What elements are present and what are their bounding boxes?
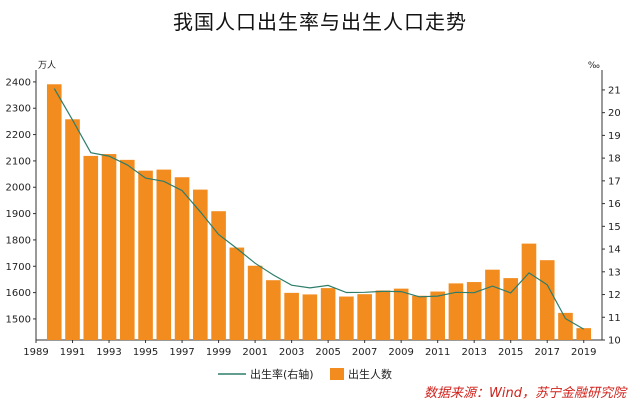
x-tick-label: 1995	[133, 347, 158, 358]
bar-births	[138, 170, 153, 340]
bar-births	[247, 265, 263, 340]
bar-births	[357, 294, 372, 340]
bar-births	[503, 278, 519, 340]
legend-label-births: 出生人数	[348, 367, 392, 381]
y-right-tick-label: 19	[608, 131, 621, 142]
bar-births	[448, 283, 464, 340]
y-left-tick-label: 2400	[6, 77, 31, 88]
y-right-tick-label: 11	[608, 313, 621, 324]
y-right-tick-label: 15	[608, 222, 621, 233]
legend-bar-swatch	[330, 368, 344, 380]
bar-births	[430, 291, 445, 340]
x-tick-label: 1993	[96, 347, 121, 358]
y-left-tick-label: 1700	[6, 262, 31, 273]
y-left-tick-label: 2200	[6, 130, 31, 141]
bar-births	[193, 189, 208, 340]
x-tick-label: 2013	[461, 347, 486, 358]
bar-births	[46, 84, 62, 340]
y-left-tick-label: 2300	[6, 104, 31, 115]
bar-births	[558, 312, 573, 340]
y-left-tick-label: 2100	[6, 156, 31, 167]
line-birth-rate	[53, 88, 584, 330]
x-tick-label: 2019	[571, 347, 596, 358]
bar-births	[65, 119, 80, 340]
x-tick-label: 2001	[242, 347, 267, 358]
bar-births	[101, 154, 117, 340]
y-right-tick-label: 10	[608, 336, 621, 347]
y-left-tick-label: 1600	[6, 288, 31, 299]
bar-births	[284, 292, 299, 340]
y-right-tick-label: 21	[608, 85, 621, 96]
bar-births	[156, 169, 172, 340]
x-tick-label: 2005	[315, 347, 340, 358]
x-tick-label: 2007	[352, 347, 377, 358]
y-left-tick-label: 1500	[6, 314, 31, 325]
y-right-tick-label: 16	[608, 199, 621, 210]
bar-births	[229, 247, 245, 340]
x-tick-label: 2015	[498, 347, 523, 358]
y-left-unit: 万人	[38, 60, 56, 71]
bar-births	[302, 294, 318, 340]
x-tick-label: 2009	[388, 347, 413, 358]
y-right-tick-label: 12	[608, 290, 621, 301]
bar-births	[539, 260, 555, 340]
y-right-tick-label: 17	[608, 176, 621, 187]
y-right-tick-label: 18	[608, 154, 621, 165]
y-left-tick-label: 2000	[6, 183, 31, 194]
x-tick-label: 1997	[169, 347, 194, 358]
y-right-tick-label: 14	[608, 245, 621, 256]
bar-births	[211, 211, 226, 340]
bar-births	[412, 295, 427, 340]
y-left-tick-label: 1900	[6, 209, 31, 220]
bar-births	[375, 290, 391, 340]
bar-births	[174, 177, 190, 340]
bar-births	[576, 328, 592, 340]
y-right-tick-label: 13	[608, 267, 621, 278]
bar-births	[83, 155, 99, 340]
bar-births	[339, 296, 354, 340]
bar-births	[119, 159, 135, 340]
y-right-unit: ‰	[588, 61, 600, 71]
legend-label-rate: 出生率(右轴)	[250, 367, 314, 381]
bar-births	[266, 280, 281, 340]
chart-title: 我国人口出生率与出生人口走势	[173, 10, 467, 34]
x-tick-label: 2003	[279, 347, 304, 358]
x-tick-label: 1999	[206, 347, 231, 358]
bar-births	[521, 243, 537, 340]
x-tick-label: 1989	[23, 347, 48, 358]
source-note: 数据来源：Wind，苏宁金融研究院	[424, 386, 626, 401]
x-tick-label: 2017	[534, 347, 559, 358]
x-tick-label: 1991	[60, 347, 85, 358]
bar-births	[485, 269, 500, 340]
bar-births	[320, 288, 336, 340]
x-tick-label: 2011	[425, 347, 450, 358]
y-right-tick-label: 20	[608, 108, 621, 119]
bar-births	[466, 282, 482, 340]
y-left-tick-label: 1800	[6, 235, 31, 246]
bar-births	[393, 288, 409, 340]
